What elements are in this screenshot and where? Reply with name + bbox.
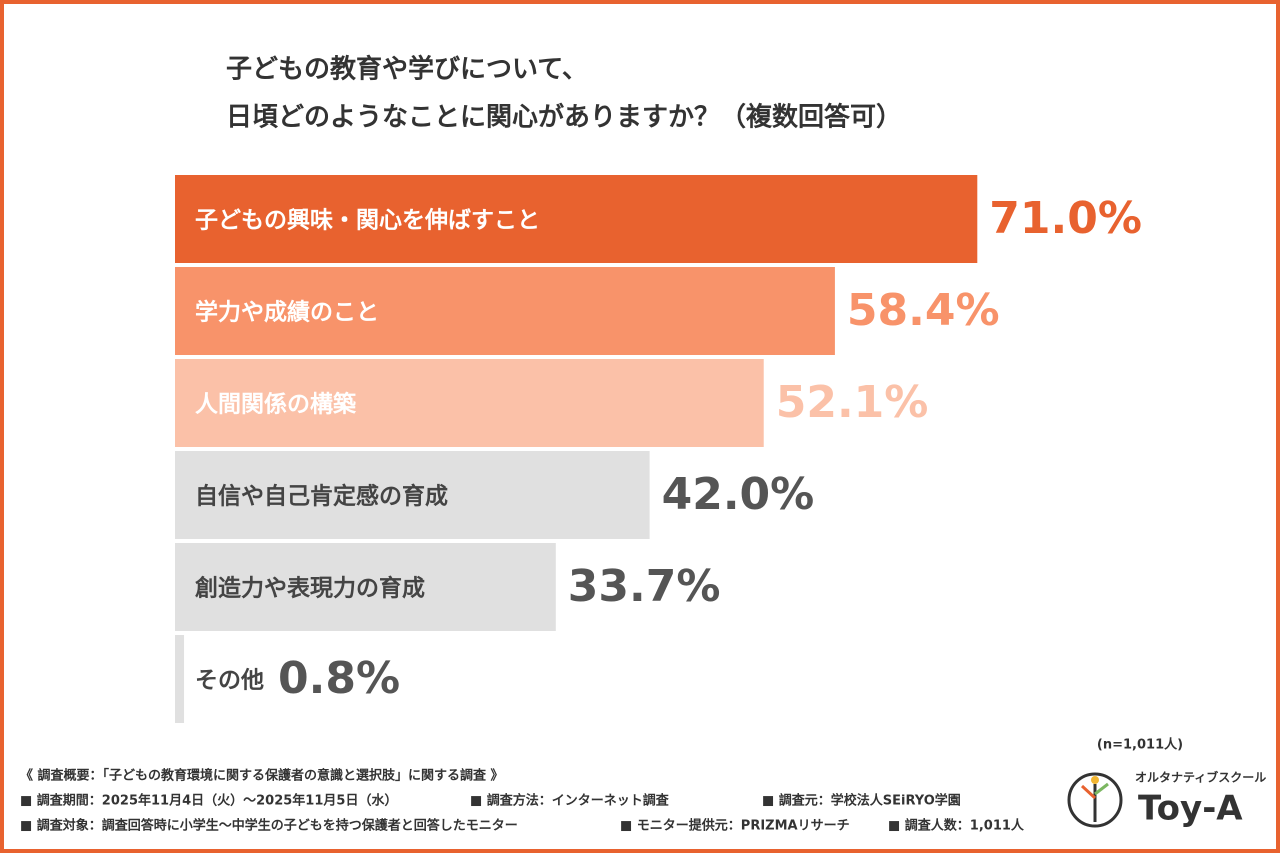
- bar: [175, 267, 835, 355]
- footnote: ■ 調査期間：2025年11月4日（火）〜2025年11月5日（水）: [20, 793, 397, 809]
- category-label: 学力や成績のこと: [195, 299, 379, 326]
- category-label: 人間関係の構築: [195, 391, 357, 418]
- category-label: 創造力や表現力の育成: [195, 575, 425, 602]
- bar: [175, 635, 185, 723]
- brand-name: Toy-A: [1138, 789, 1243, 829]
- footnote: ■ モニター提供元：PRIZMAリサーチ: [620, 818, 850, 834]
- value-label: 52.1%: [776, 377, 929, 428]
- title-line: 子どもの教育や学びについて、: [226, 54, 588, 85]
- bar: [175, 543, 556, 631]
- category-label: 自信や自己肯定感の育成: [195, 483, 448, 510]
- value-label: 58.4%: [847, 285, 1000, 336]
- category-label: その他: [195, 668, 264, 694]
- footnote: 《 調査概要：「子どもの教育環境に関する保護者の意識と選択肢」に関する調査 》: [20, 768, 504, 784]
- value-label: 33.7%: [568, 561, 721, 612]
- footnote: ■ 調査方法：インターネット調査: [470, 793, 670, 809]
- category-label: 子どもの興味・関心を伸ばすこと: [195, 207, 540, 234]
- footnote: ■ 調査元：学校法人SEiRYO学園: [762, 793, 961, 809]
- value-label: 71.0%: [989, 193, 1142, 244]
- bar: [175, 359, 764, 447]
- bar: [175, 175, 978, 263]
- value-label: 42.0%: [662, 469, 815, 520]
- title-line: 日頃どのようなことに関心がありますか？（複数回答可）: [226, 102, 902, 133]
- footnote: ■ 調査人数：1,011人: [888, 818, 1025, 834]
- brand-tagline: オルタナティブスクール: [1135, 770, 1266, 785]
- sample-size: (n=1,011人): [1097, 737, 1183, 753]
- footnote: ■ 調査対象：調査回答時に小学生〜中学生の子どもを持つ保護者と回答したモニター: [20, 818, 518, 834]
- bar: [175, 451, 650, 539]
- value-label: 0.8%: [278, 653, 400, 704]
- logo-icon: [1067, 772, 1123, 828]
